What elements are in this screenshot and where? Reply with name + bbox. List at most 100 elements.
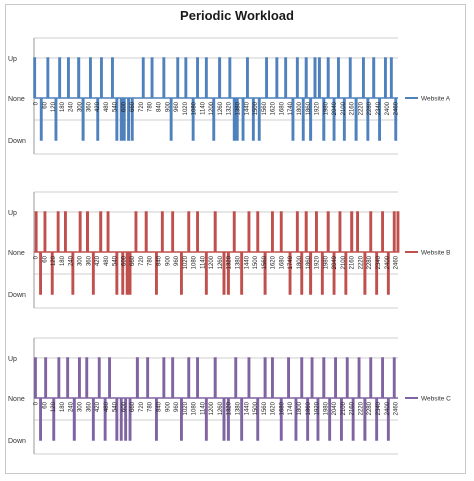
x-tick-label: 600 — [121, 101, 127, 112]
x-tick-label: 1680 — [279, 101, 285, 115]
x-tick-label: 2460 — [394, 255, 400, 269]
x-tick-label: 1380 — [236, 255, 242, 269]
x-tick-label: 540 — [113, 255, 119, 266]
x-tick-label: 2220 — [358, 255, 364, 269]
chart-title: Periodic Workload — [180, 8, 294, 23]
legend-label: Website B — [421, 250, 451, 257]
x-tick-label: 2460 — [394, 401, 400, 415]
x-tick-label: 1740 — [288, 255, 294, 269]
x-tick-label: 480 — [104, 401, 110, 412]
y-tick-label: None — [8, 396, 25, 403]
x-tick-label: 1260 — [218, 401, 224, 415]
x-tick-label: 900 — [165, 255, 171, 266]
x-tick-label: 840 — [157, 101, 163, 112]
x-tick-label: 1620 — [271, 401, 277, 415]
x-tick-label: 2400 — [385, 255, 391, 269]
x-tick-label: 2280 — [367, 101, 373, 115]
x-tick-label: 1860 — [306, 401, 312, 415]
x-tick-label: 120 — [51, 401, 57, 412]
x-tick-label: 420 — [95, 101, 101, 112]
x-tick-label: 1380 — [236, 101, 242, 115]
chart-panel-2: Up None Down 0 60 120 180 240 300 360 420 480 540 600… — [8, 191, 451, 309]
x-tick-label: 2280 — [367, 401, 373, 415]
x-tick-label: 2160 — [350, 401, 356, 415]
x-tick-label: 480 — [104, 101, 110, 112]
y-tick-label: Up — [8, 56, 17, 63]
x-tick-label: 1680 — [279, 401, 285, 415]
x-tick-label: 1980 — [323, 401, 329, 415]
x-tick-label: 2220 — [358, 101, 364, 115]
x-tick-label: 780 — [148, 101, 154, 112]
x-tick-label: 2160 — [350, 255, 356, 269]
x-tick-label: 780 — [148, 401, 154, 412]
x-tick-label: 720 — [139, 255, 145, 266]
x-tick-label: 660 — [130, 401, 136, 412]
x-tick-label: 240 — [69, 101, 75, 112]
x-tick-label: 1320 — [227, 101, 233, 115]
x-tick-label: 1980 — [323, 101, 329, 115]
series-line-website-c — [33, 357, 398, 441]
x-tick-label: 720 — [139, 401, 145, 412]
x-tick-label: 420 — [95, 401, 101, 412]
legend-label: Website C — [421, 396, 451, 403]
x-tick-label: 2280 — [367, 255, 373, 269]
x-tick-label: 1620 — [271, 101, 277, 115]
x-tick-label: 60 — [42, 401, 48, 408]
x-tick-label: 1860 — [306, 255, 312, 269]
x-tick-label: 2460 — [394, 101, 400, 115]
x-tick-label: 960 — [174, 401, 180, 412]
x-tick-label: 1980 — [323, 255, 329, 269]
x-tick-label: 1500 — [253, 401, 259, 415]
x-tick-label: 480 — [104, 255, 110, 266]
x-tick-label: 60 — [42, 255, 48, 262]
x-tick-label: 1500 — [253, 101, 259, 115]
x-tick-label: 0 — [34, 401, 40, 405]
x-tick-label: 780 — [148, 255, 154, 266]
x-tick-label: 1500 — [253, 255, 259, 269]
x-tick-label: 1800 — [297, 401, 303, 415]
series-line-website-b — [34, 211, 400, 295]
x-tick-label: 2160 — [350, 101, 356, 115]
x-tick-label: 420 — [95, 255, 101, 266]
y-tick-label: Up — [8, 210, 17, 217]
x-tick-label: 1920 — [315, 101, 321, 115]
x-tick-label: 1920 — [315, 255, 321, 269]
x-tick-label: 840 — [157, 255, 163, 266]
x-tick-label: 1260 — [218, 101, 224, 115]
x-tick-label: 1320 — [227, 255, 233, 269]
x-tick-label: 1200 — [209, 255, 215, 269]
x-tick-label: 2400 — [385, 401, 391, 415]
x-tick-label: 540 — [113, 101, 119, 112]
x-tick-label: 360 — [86, 255, 92, 266]
x-tick-label: 240 — [69, 255, 75, 266]
x-tick-label: 900 — [165, 101, 171, 112]
x-tick-label: 2040 — [332, 401, 338, 415]
x-tick-label: 240 — [69, 401, 75, 412]
x-tick-label: 120 — [51, 255, 57, 266]
x-tick-label: 1140 — [200, 255, 206, 269]
x-tick-label: 2100 — [341, 255, 347, 269]
x-tick-label: 1140 — [200, 101, 206, 115]
x-tick-label: 2100 — [341, 401, 347, 415]
x-tick-label: 1020 — [183, 101, 189, 115]
y-tick-label: Up — [8, 356, 17, 363]
x-tick-label: 180 — [60, 101, 66, 112]
x-tick-label: 960 — [174, 101, 180, 112]
x-tick-label: 1380 — [236, 401, 242, 415]
x-tick-label: 1200 — [209, 101, 215, 115]
y-tick-label: None — [8, 250, 25, 257]
x-tick-label: 1080 — [192, 401, 198, 415]
x-tick-label: 1020 — [183, 255, 189, 269]
x-tick-label: 300 — [77, 401, 83, 412]
x-tick-label: 2340 — [376, 401, 382, 415]
x-tick-label: 1440 — [244, 401, 250, 415]
x-tick-label: 1620 — [271, 255, 277, 269]
x-tick-label: 540 — [113, 401, 119, 412]
x-tick-label: 840 — [157, 401, 163, 412]
x-tick-label: 600 — [121, 401, 127, 412]
x-tick-label: 300 — [77, 255, 83, 266]
x-tick-label: 1020 — [183, 401, 189, 415]
series-line-website-a — [33, 57, 398, 141]
x-tick-label: 300 — [77, 101, 83, 112]
